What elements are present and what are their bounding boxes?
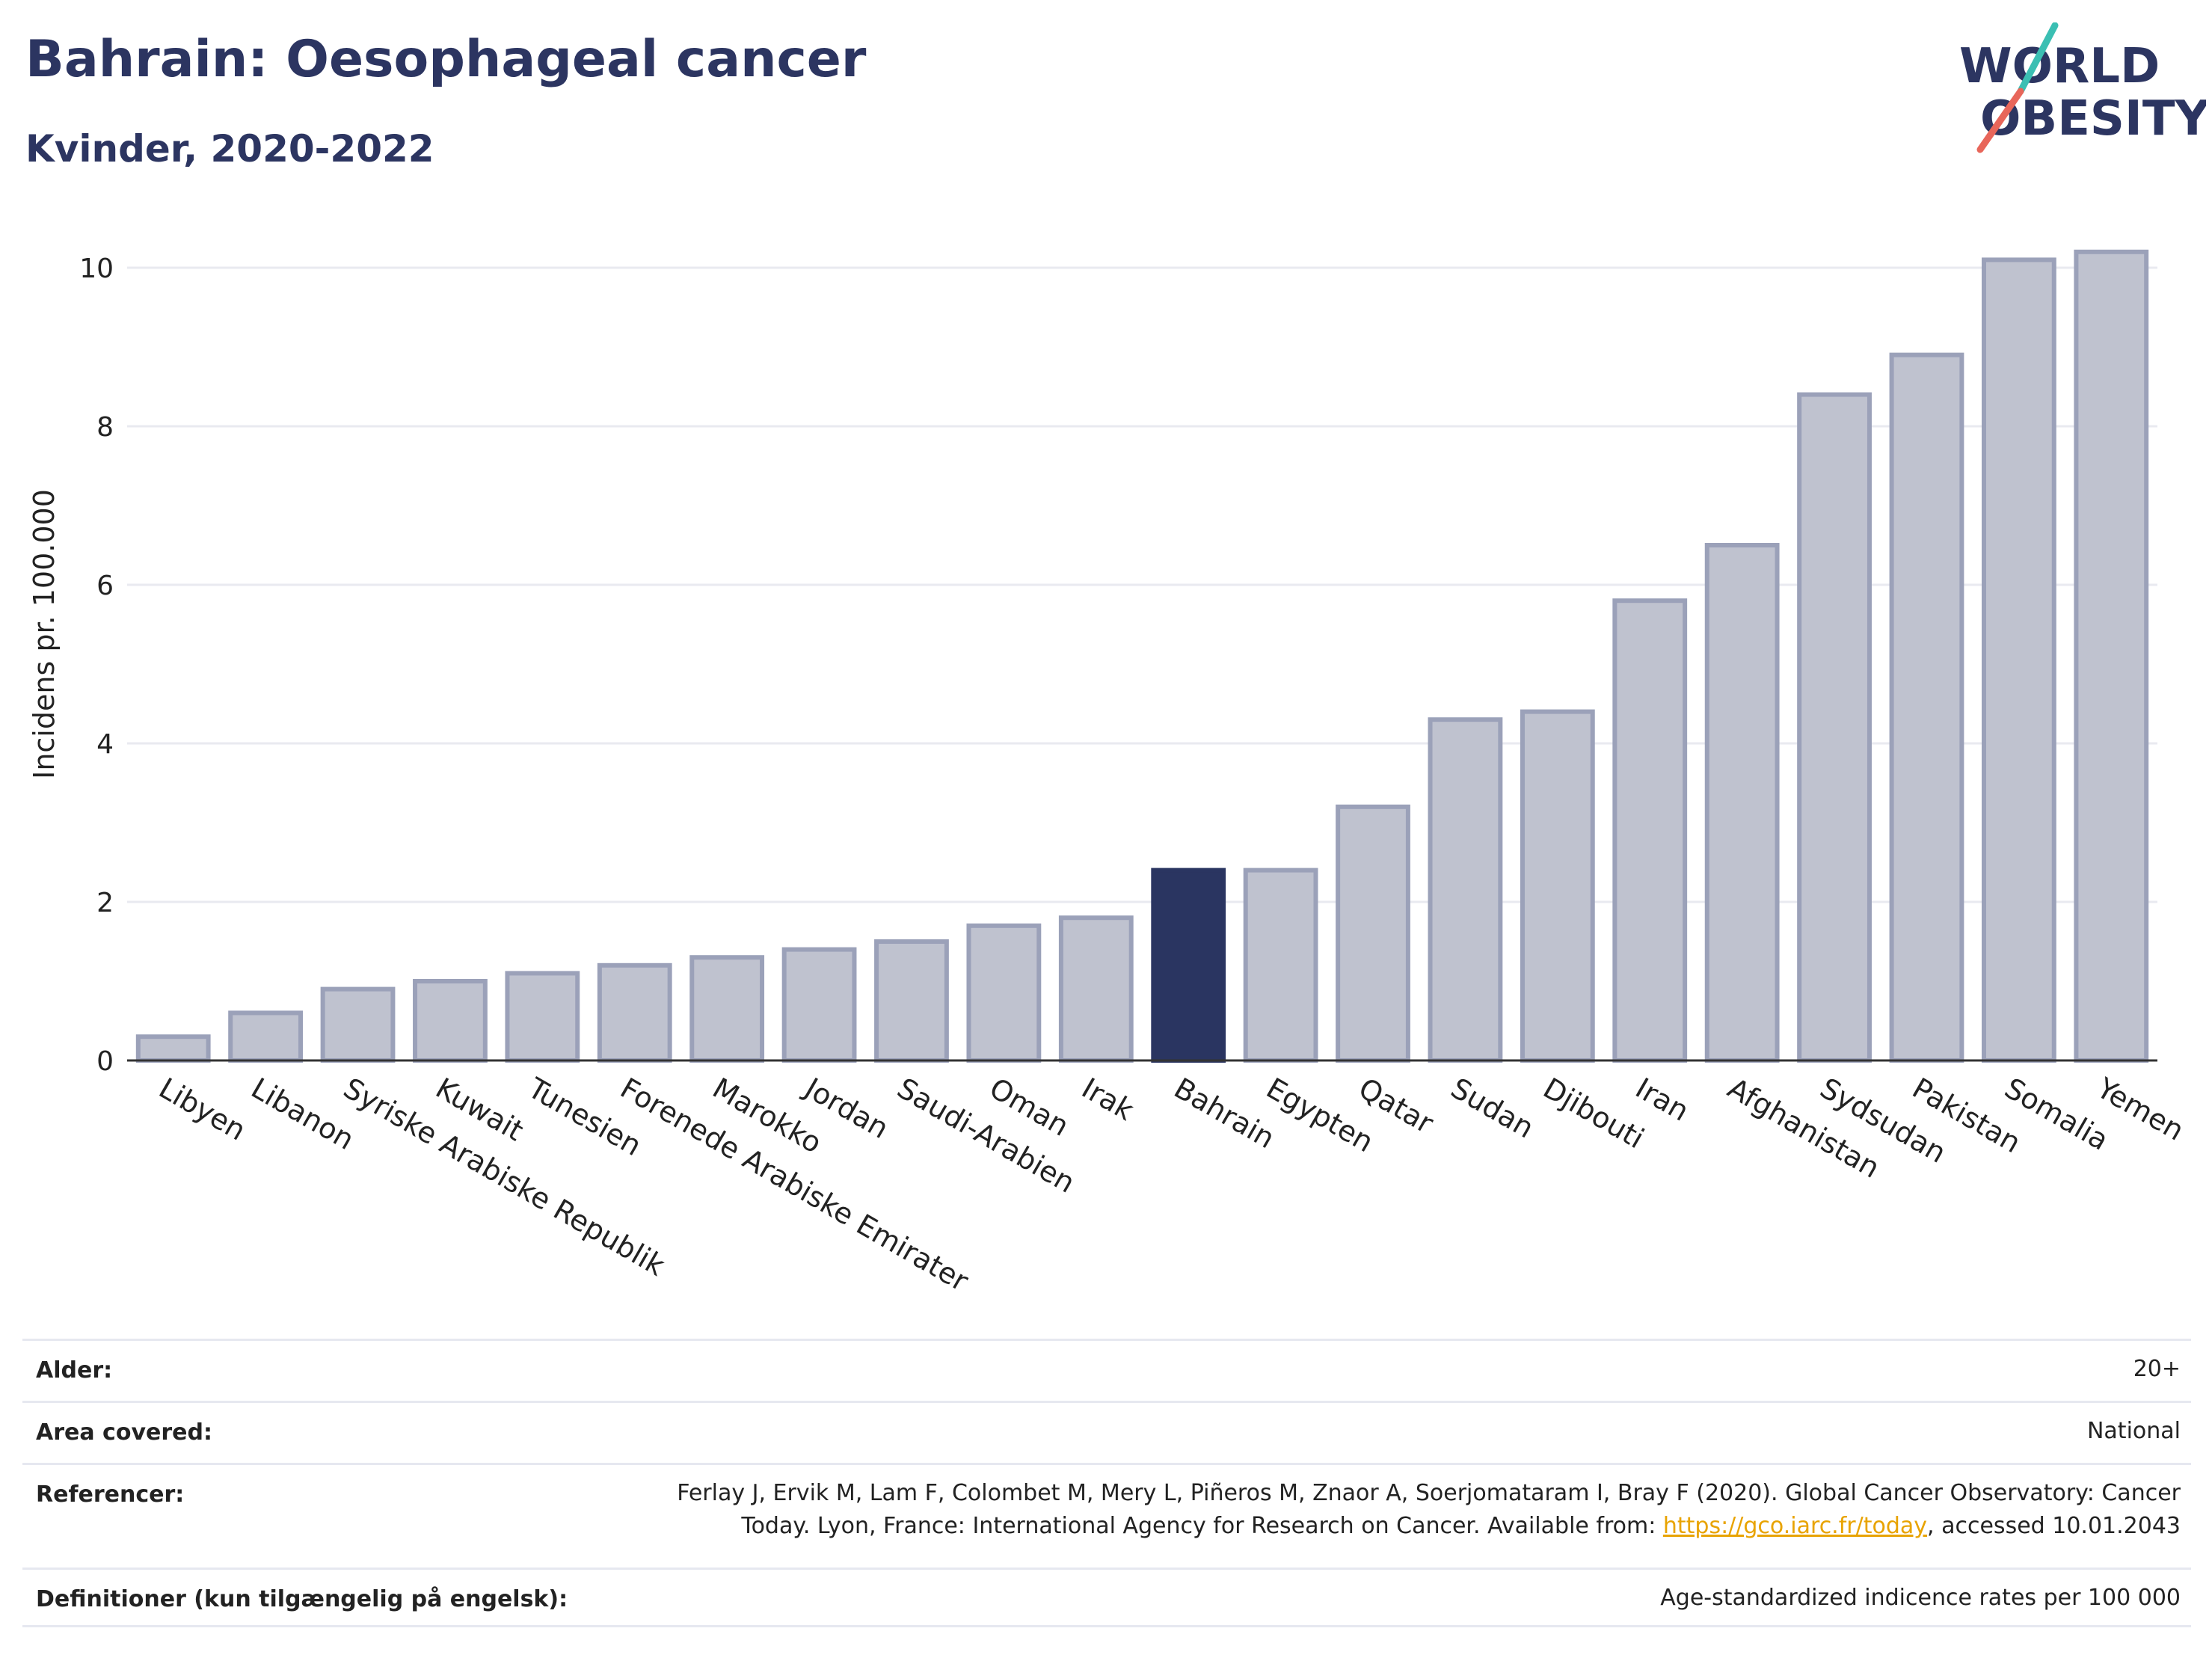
definitions-value: Age-standardized indicence rates per 100… [1660, 1585, 2181, 1611]
y-tick-label: 4 [96, 729, 114, 760]
bar-marokko [689, 955, 765, 1063]
bar-tunesien [505, 971, 580, 1063]
bar-djibouti [1520, 709, 1595, 1063]
reference-line-1: Ferlay J, Ervik M, Lam F, Colombet M, Me… [677, 1480, 2181, 1506]
area-value: National [2086, 1418, 2181, 1444]
bar-kuwait [413, 979, 488, 1063]
references-label: Referencer: [36, 1481, 185, 1508]
age-label: Alder: [36, 1357, 113, 1384]
bar-sudan [1428, 717, 1503, 1063]
x-tick-label: Irak [1076, 1072, 1139, 1127]
meta-row-definitions: Definitioner (kun tilgængelig på engelsk… [22, 1568, 2191, 1627]
y-tick-label: 10 [79, 254, 114, 284]
x-tick-label: Iran [1630, 1072, 1695, 1128]
meta-row-area: Area covered: National [22, 1401, 2191, 1463]
y-axis-label: Incidens pr. 100.000 [28, 489, 61, 779]
bar-qatar [1336, 804, 1410, 1063]
bar-sydsudan [1797, 392, 1872, 1063]
logo-slash-top [2017, 22, 2059, 95]
logo-slash-bottom [1976, 87, 2024, 153]
y-tick-label: 2 [96, 888, 114, 918]
y-tick-label: 6 [96, 571, 114, 601]
age-value: 20+ [2133, 1356, 2181, 1382]
bar-egypten [1243, 868, 1318, 1063]
y-tick-label: 0 [96, 1046, 114, 1077]
x-tick-label: Sudan [1446, 1072, 1540, 1145]
bar-jordan [781, 947, 857, 1063]
x-tick-label: Bahrain [1169, 1072, 1280, 1155]
definitions-label: Definitioner (kun tilgængelig på engelsk… [36, 1586, 568, 1612]
bar-irak [1058, 915, 1134, 1063]
reference-line-2-post: , accessed 10.01.2043 [1927, 1513, 2181, 1539]
bar-libanon [228, 1010, 304, 1063]
x-tick-label: Libanon [246, 1072, 360, 1156]
y-tick-labels: 0 2 4 6 8 10 [79, 254, 114, 1077]
logo-line1: WORLD [1959, 39, 2160, 94]
bar-forenede-arabiske-emirater [597, 962, 672, 1063]
bar-pakistan [1889, 352, 1964, 1063]
references-value: Ferlay J, Ervik M, Lam F, Colombet M, Me… [677, 1477, 2181, 1543]
y-tick-label: 8 [96, 412, 114, 443]
meta-row-references: Referencer: Ferlay J, Ervik M, Lam F, Co… [22, 1463, 2191, 1568]
bar-yemen [2074, 249, 2149, 1063]
reference-link[interactable]: https://gco.iarc.fr/today [1662, 1513, 1928, 1539]
bar-libyen [135, 1034, 211, 1063]
chart-subtitle: Kvinder, 2020-2022 [25, 127, 434, 171]
bar-iran [1612, 598, 1688, 1063]
reference-line-2-pre: Today. Lyon, France: International Agenc… [741, 1513, 1663, 1539]
bar-syriske-arabiske-republik [320, 986, 396, 1063]
metadata-table: Alder: 20+ Area covered: National Refere… [22, 1339, 2191, 1627]
world-obesity-logo: WORLD OBESITY [1959, 22, 2206, 153]
bar-bahrain [1151, 868, 1226, 1063]
x-tick-label: Djibouti [1537, 1072, 1650, 1155]
chart-title: Bahrain: Oesophageal cancer [25, 30, 867, 89]
bar-somalia [1981, 257, 2056, 1063]
meta-row-age: Alder: 20+ [22, 1339, 2191, 1401]
x-tick-label: Libyen [153, 1072, 251, 1147]
bar-saudi-arabien [874, 939, 949, 1063]
bar-oman [966, 923, 1042, 1063]
area-label: Area covered: [36, 1419, 212, 1446]
bars-group [135, 249, 2149, 1063]
bar-afghanistan [1704, 543, 1780, 1063]
